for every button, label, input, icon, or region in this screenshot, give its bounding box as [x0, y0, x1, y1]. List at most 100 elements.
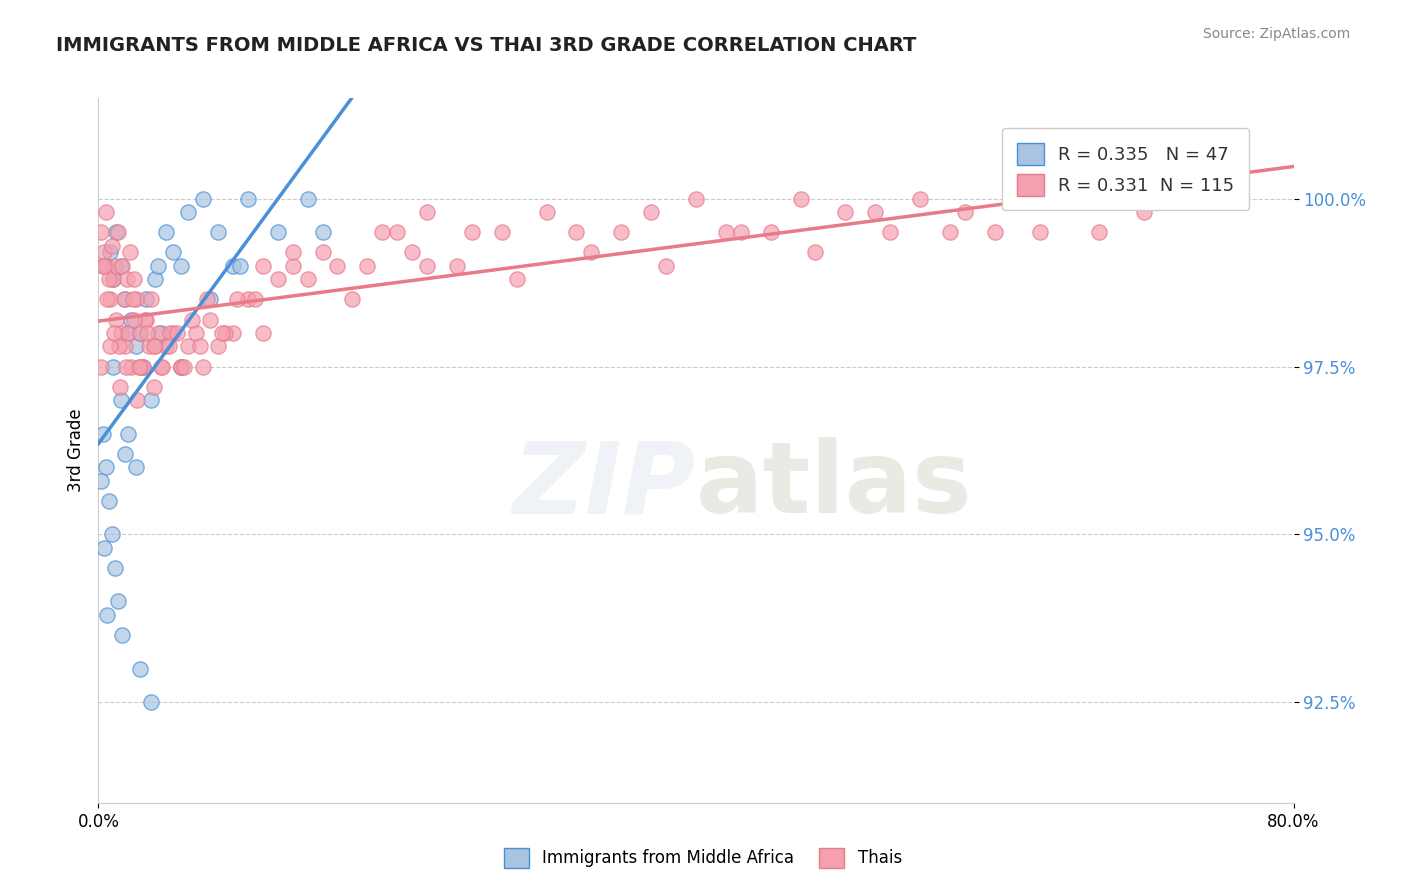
Point [908, 192, 931, 206]
Point [200, 312, 222, 326]
Point [1163, 192, 1185, 206]
Point [536, 205, 558, 219]
Point [939, 225, 962, 239]
Point [565, 225, 588, 239]
Point [110, 259, 132, 273]
Point [385, 225, 409, 239]
Point [110, 393, 132, 408]
Point [150, 326, 173, 340]
Point [371, 225, 394, 239]
Point [879, 225, 901, 239]
Point [281, 259, 304, 273]
Point [953, 205, 976, 219]
Point [132, 359, 155, 374]
Point [207, 225, 229, 239]
Point [90, 225, 112, 239]
Point [112, 293, 135, 307]
Point [173, 359, 195, 374]
Text: ZIP: ZIP [513, 437, 696, 534]
Point [155, 225, 177, 239]
Point [252, 326, 274, 340]
Point [252, 259, 274, 273]
Point [236, 293, 259, 307]
Point [120, 359, 142, 374]
Point [491, 225, 513, 239]
Point [128, 359, 150, 374]
Point [169, 359, 191, 374]
Point [91, 259, 114, 273]
Point [214, 326, 236, 340]
Text: IMMIGRANTS FROM MIDDLE AFRICA VS THAI 3RD GRADE CORRELATION CHART: IMMIGRANTS FROM MIDDLE AFRICA VS THAI 3R… [56, 36, 917, 54]
Text: atlas: atlas [696, 437, 973, 534]
Point [685, 192, 707, 206]
Point [103, 272, 125, 286]
Point [416, 205, 439, 219]
Point [115, 359, 138, 374]
Point [129, 326, 152, 340]
Point [610, 225, 633, 239]
Point [94, 460, 117, 475]
Point [98, 245, 122, 260]
Point [125, 339, 148, 353]
Point [103, 359, 125, 374]
Point [96, 259, 118, 273]
Point [229, 259, 252, 273]
Point [143, 339, 166, 353]
Point [104, 561, 127, 575]
Point [1028, 225, 1050, 239]
Text: Source: ZipAtlas.com: Source: ZipAtlas.com [1202, 27, 1350, 41]
Point [267, 225, 290, 239]
Legend: Immigrants from Middle Africa, Thais: Immigrants from Middle Africa, Thais [498, 841, 908, 875]
Legend: R = 0.335   N = 47, R = 0.331  N = 115: R = 0.335 N = 47, R = 0.331 N = 115 [1002, 128, 1249, 211]
Point [91, 426, 114, 441]
Point [143, 339, 166, 353]
Point [105, 225, 128, 239]
Point [159, 326, 181, 340]
Point [1014, 192, 1036, 206]
Point [1133, 205, 1156, 219]
Point [129, 662, 152, 676]
Point [117, 426, 139, 441]
Point [101, 239, 124, 253]
Point [139, 695, 162, 709]
Point [169, 359, 191, 374]
Point [134, 312, 156, 326]
Point [236, 192, 259, 206]
Point [804, 245, 827, 260]
Point [142, 380, 165, 394]
Point [714, 225, 737, 239]
Point [93, 245, 115, 260]
Point [155, 339, 177, 353]
Point [506, 272, 529, 286]
Point [98, 293, 122, 307]
Point [581, 245, 603, 260]
Point [139, 293, 162, 307]
Point [122, 312, 145, 326]
Point [834, 205, 856, 219]
Point [132, 359, 155, 374]
Point [222, 326, 245, 340]
Point [90, 474, 112, 488]
Point [162, 326, 184, 340]
Point [101, 527, 124, 541]
Point [124, 272, 146, 286]
Point [128, 359, 150, 374]
Point [184, 326, 207, 340]
Point [191, 192, 214, 206]
Point [1104, 192, 1126, 206]
Point [121, 293, 143, 307]
Point [125, 460, 148, 475]
Point [326, 259, 349, 273]
Point [118, 245, 141, 260]
Point [103, 272, 125, 286]
Point [148, 259, 170, 273]
Point [103, 326, 125, 340]
Point [120, 312, 142, 326]
Point [129, 326, 152, 340]
Point [281, 245, 304, 260]
Point [789, 192, 811, 206]
Point [311, 225, 333, 239]
Point [97, 272, 120, 286]
Point [138, 339, 160, 353]
Point [195, 293, 218, 307]
